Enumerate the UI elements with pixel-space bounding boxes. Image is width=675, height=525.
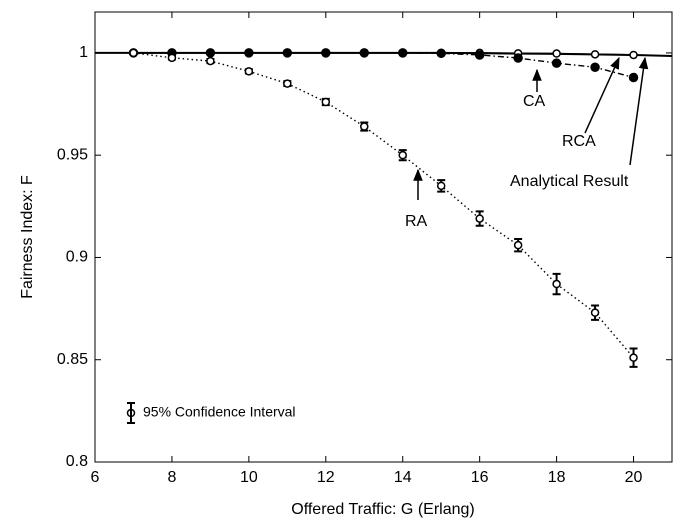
point	[321, 48, 331, 58]
point	[552, 49, 561, 58]
point	[167, 53, 177, 63]
x-tick-label: 10	[240, 469, 258, 486]
point	[359, 48, 370, 58]
point	[206, 56, 215, 66]
x-tick-label: 6	[91, 469, 100, 486]
x-axis-label: Offered Traffic: G (Erlang)	[291, 501, 474, 518]
error-legend-label: 95% Confidence Interval	[143, 404, 296, 420]
arrow	[584, 56, 620, 134]
y-tick-label: 0.85	[57, 351, 88, 368]
series-label: CA	[523, 93, 546, 110]
point	[551, 58, 562, 68]
point	[282, 48, 293, 58]
x-tick-label: 16	[471, 469, 489, 486]
arrow	[629, 56, 649, 166]
point	[474, 50, 485, 60]
x-tick-label: 20	[625, 469, 643, 486]
point	[436, 181, 446, 191]
series-label: RCA	[562, 133, 596, 150]
point	[436, 48, 446, 59]
point	[590, 62, 600, 72]
point	[590, 50, 600, 59]
point	[321, 97, 331, 107]
y-tick-label: 0.95	[57, 146, 88, 163]
point	[397, 48, 408, 58]
point	[129, 48, 138, 58]
x-tick-label: 8	[167, 469, 176, 486]
point	[475, 214, 484, 223]
plot-frame	[94, 11, 673, 463]
point	[628, 72, 639, 83]
series-line	[133, 52, 635, 359]
point	[513, 53, 523, 63]
point	[398, 150, 407, 160]
series-label: Analytical Result	[510, 173, 629, 190]
error-legend-icon	[126, 402, 136, 424]
point	[552, 279, 561, 289]
y-tick-label: 0.9	[66, 249, 88, 266]
x-tick-label: 18	[548, 469, 566, 486]
point	[244, 67, 254, 76]
point	[629, 50, 638, 60]
point	[590, 308, 600, 317]
x-tick-label: 14	[394, 469, 412, 486]
x-tick-label: 12	[317, 469, 335, 486]
point	[283, 79, 292, 88]
series-label: RA	[405, 213, 428, 230]
point	[629, 353, 638, 362]
point	[244, 48, 254, 58]
series-line	[133, 52, 634, 79]
point	[205, 48, 216, 58]
point	[513, 240, 523, 250]
y-tick-label: 0.8	[66, 453, 88, 470]
point	[360, 122, 369, 131]
y-tick-label: 1	[79, 44, 88, 61]
y-axis-label: Fairness Index: F	[19, 175, 36, 299]
